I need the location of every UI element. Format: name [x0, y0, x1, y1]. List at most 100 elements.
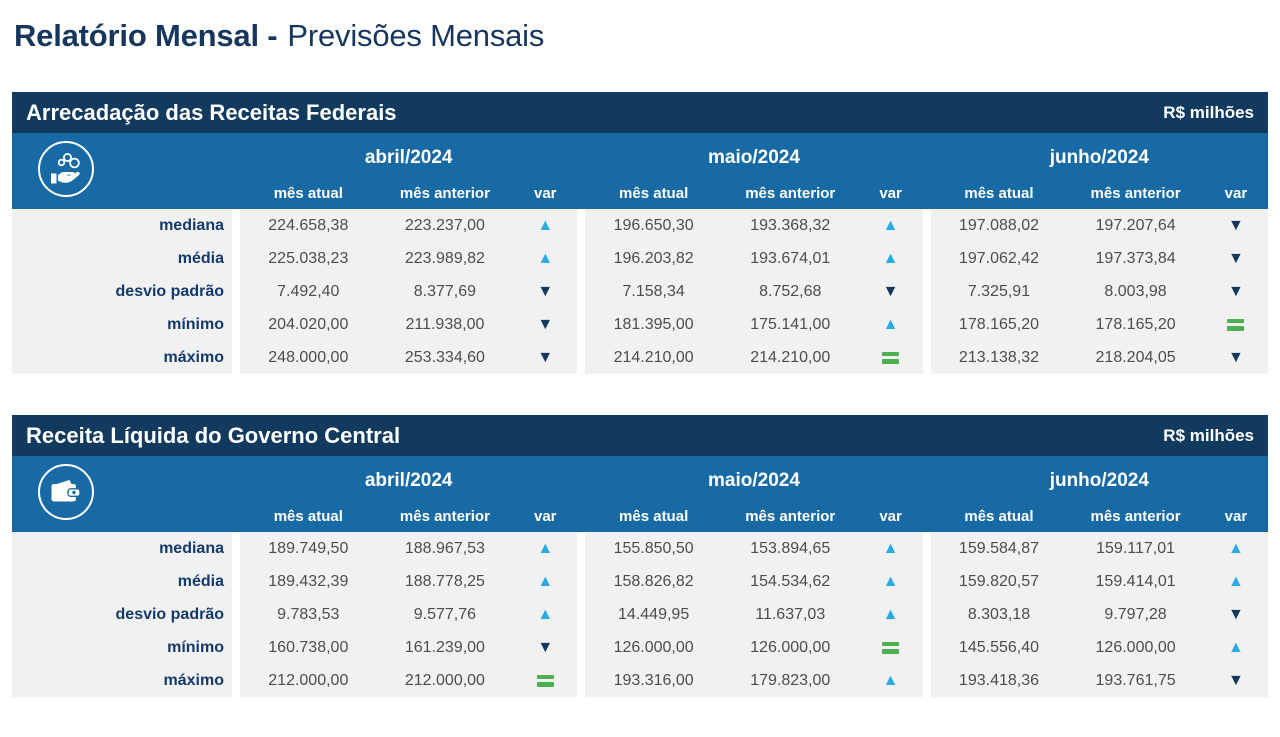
equal-icon — [882, 351, 900, 364]
column-header-current: mês atual — [964, 507, 1034, 525]
value-variation — [1204, 318, 1268, 331]
up-arrow-icon: ▲ — [882, 572, 899, 590]
value-current: 126.000,00 — [613, 638, 694, 656]
column-gap — [577, 456, 585, 532]
value-previous: 212.000,00 — [404, 671, 485, 689]
value-previous: 154.534,62 — [750, 572, 831, 590]
table-icon-circle — [38, 141, 94, 197]
value-current: 181.395,00 — [613, 315, 694, 333]
column-gap — [577, 308, 586, 341]
table-title: Receita Líquida do Governo Central — [26, 422, 401, 448]
month-label: junho/2024 — [1049, 147, 1149, 168]
column-gap — [577, 341, 586, 374]
value-variation: ▲ — [513, 572, 577, 590]
value-variation: ▲ — [513, 540, 577, 557]
value-current: 145.556,40 — [958, 638, 1039, 656]
down-arrow-icon: ▼ — [1227, 282, 1244, 300]
month-group-cells: 178.165,20 178.165,20 — [930, 308, 1268, 341]
month-group-cells: 7.158,34 8.752,68 ▼ — [585, 275, 923, 308]
value-variation: ▼ — [1204, 672, 1268, 689]
month-group-cells: 126.000,00 126.000,00 — [585, 631, 923, 664]
column-gap — [922, 341, 931, 374]
page-title: Relatório Mensal - Previsões Mensais — [14, 17, 1280, 55]
column-gap — [232, 341, 240, 374]
table-row: média 225.038,23 223.989,82 ▲ 196.203,82 193.… — [12, 242, 1268, 275]
up-arrow-icon: ▲ — [882, 539, 899, 557]
value-current: 224.658,38 — [268, 216, 349, 234]
row-label: máximo — [12, 341, 232, 374]
column-header-variation: var — [879, 184, 902, 202]
subheader-row: mês atual mês anterior var — [585, 177, 922, 209]
value-current: 213.138,32 — [958, 348, 1039, 366]
table-row: desvio padrão 7.492,40 8.377,69 ▼ 7.158,34 8.… — [12, 275, 1268, 308]
value-previous: 159.414,01 — [1095, 572, 1176, 590]
table-row: mínimo 204.020,00 211.938,00 ▼ 181.395,00 175… — [12, 308, 1268, 341]
column-gap — [577, 598, 586, 631]
column-gap — [922, 598, 931, 631]
column-header-variation: var — [533, 507, 557, 525]
month-label: maio/2024 — [708, 470, 800, 491]
down-arrow-icon: ▼ — [1227, 249, 1244, 267]
month-group-cells: 7.325,91 8.003,98 ▼ — [930, 275, 1268, 308]
row-label: mínimo — [12, 308, 232, 341]
value-current: 225.038,23 — [268, 249, 349, 267]
table-unit-label: R$ milhões — [1163, 102, 1254, 122]
column-header-previous: mês anterior — [399, 184, 490, 202]
month-group-cells: 7.492,40 8.377,69 ▼ — [240, 275, 578, 308]
column-gap — [577, 664, 586, 697]
up-arrow-icon: ▲ — [882, 605, 899, 623]
value-current: 7.158,34 — [622, 282, 685, 300]
row-label: mediana — [12, 532, 232, 565]
value-variation: ▼ — [513, 348, 577, 366]
down-arrow-icon: ▼ — [537, 315, 554, 333]
table-row: desvio padrão 9.783,53 9.577,76 ▲ 14.449,95 1… — [12, 598, 1268, 631]
table-body: mediana 189.749,50 188.967,53 ▲ 155.850,50 15… — [12, 532, 1268, 697]
month-group-cells: 196.650,30 193.368,32 ▲ — [585, 209, 923, 242]
value-variation: ▲ — [513, 249, 577, 267]
table-row: máximo 248.000,00 253.334,60 ▼ 214.210,00 214… — [12, 341, 1268, 374]
column-gap — [232, 456, 240, 532]
month-group-cells: 193.316,00 179.823,00 ▲ — [585, 664, 923, 697]
page-title-bold: Relatório Mensal - — [14, 18, 278, 53]
up-arrow-icon: ▲ — [882, 671, 899, 689]
up-arrow-icon: ▲ — [537, 572, 554, 590]
month-group-cells: 213.138,32 218.204,05 ▼ — [930, 341, 1268, 374]
month-group-cells: 196.203,82 193.674,01 ▲ — [585, 242, 923, 275]
value-variation — [859, 641, 923, 654]
month-group-cells: 155.850,50 153.894,65 ▲ — [585, 532, 923, 565]
value-variation: ▲ — [859, 671, 923, 689]
value-variation: ▲ — [513, 606, 577, 623]
value-variation: ▲ — [859, 316, 923, 333]
value-variation: ▼ — [1204, 249, 1268, 267]
subheader-row: mês atual mês anterior var — [585, 500, 922, 532]
column-gap — [922, 209, 931, 242]
value-variation: ▲ — [859, 539, 923, 557]
down-arrow-icon: ▼ — [1227, 348, 1244, 366]
value-current: 7.325,91 — [967, 282, 1031, 300]
column-gap — [923, 456, 931, 532]
value-current: 196.203,82 — [613, 249, 694, 267]
down-arrow-icon: ▼ — [882, 282, 899, 300]
month-group-cells: 189.749,50 188.967,53 ▲ — [240, 532, 578, 565]
down-arrow-icon: ▼ — [537, 348, 554, 366]
up-arrow-icon: ▲ — [1227, 572, 1244, 590]
value-variation: ▲ — [1204, 540, 1268, 557]
value-variation — [859, 351, 923, 364]
value-previous: 178.165,20 — [1095, 315, 1176, 333]
column-header-variation: var — [533, 184, 557, 202]
column-gap — [923, 133, 931, 209]
value-previous: 9.577,76 — [413, 605, 477, 623]
up-arrow-icon: ▲ — [537, 249, 554, 267]
value-current: 159.820,57 — [958, 572, 1039, 590]
value-variation: ▲ — [859, 572, 923, 590]
column-gap — [577, 275, 586, 308]
column-gap — [922, 664, 931, 697]
column-gap — [577, 209, 586, 242]
column-gap — [232, 631, 240, 664]
month-group-cells: 197.088,02 197.207,64 ▼ — [930, 209, 1268, 242]
row-label: mediana — [12, 209, 232, 242]
value-current: 193.316,00 — [613, 671, 694, 689]
column-gap — [232, 598, 240, 631]
table-row: mínimo 160.738,00 161.239,00 ▼ 126.000,00 126… — [12, 631, 1268, 664]
value-previous: 9.797,28 — [1104, 605, 1167, 623]
